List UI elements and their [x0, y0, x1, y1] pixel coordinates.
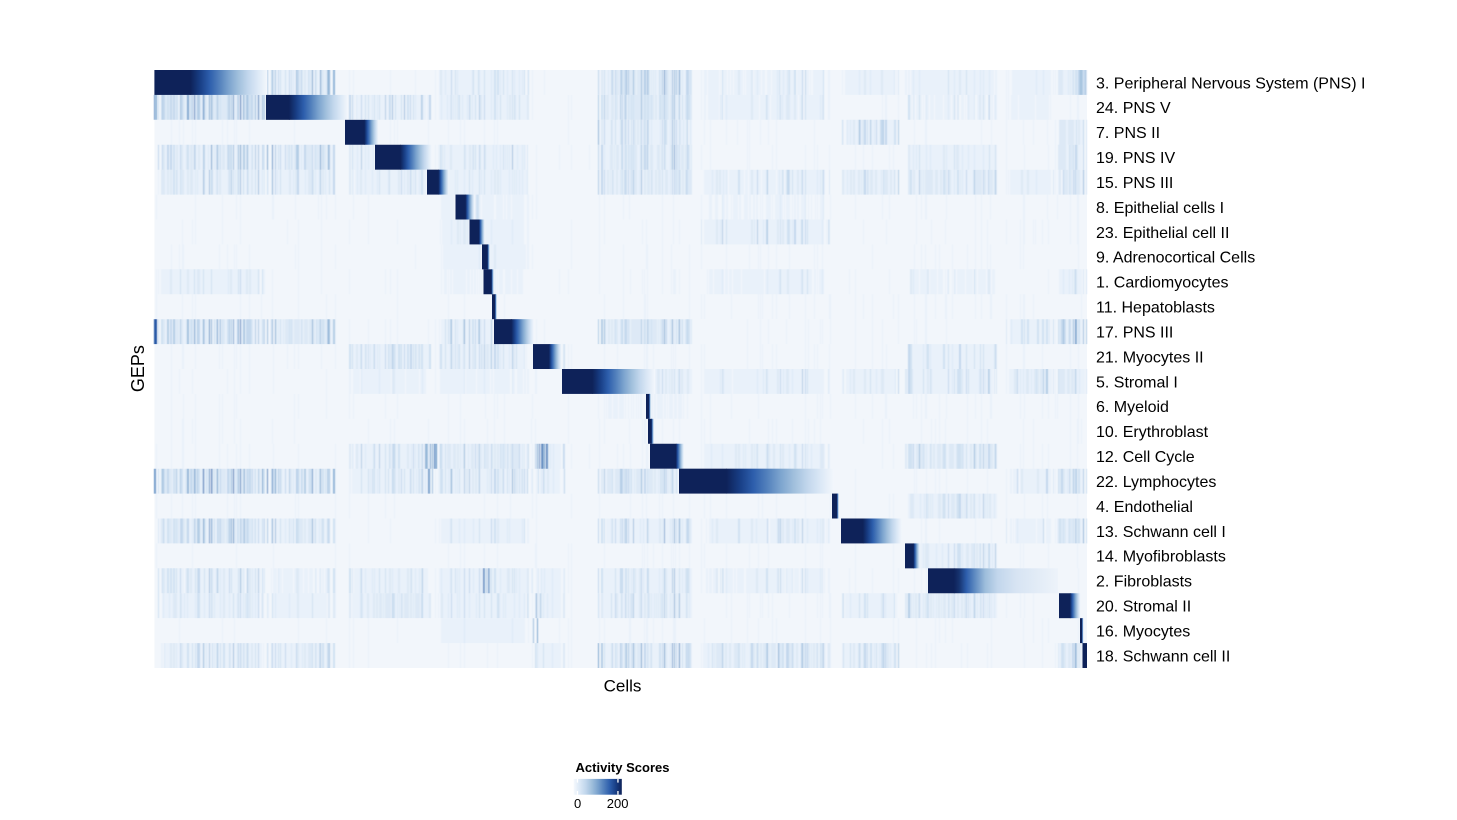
svg-text:16. Myocytes: 16. Myocytes [1096, 623, 1190, 640]
svg-text:5. Stromal I: 5. Stromal I [1096, 374, 1178, 391]
svg-text:11. Hepatoblasts: 11. Hepatoblasts [1096, 300, 1215, 317]
svg-text:7. PNS II: 7. PNS II [1096, 125, 1160, 142]
svg-text:17. PNS III: 17. PNS III [1096, 324, 1173, 341]
svg-text:15. PNS III: 15. PNS III [1096, 175, 1173, 192]
svg-text:1. Cardiomyocytes: 1. Cardiomyocytes [1096, 275, 1229, 292]
svg-text:9. Adrenocortical Cells: 9. Adrenocortical Cells [1096, 250, 1255, 267]
svg-text:3. Peripheral Nervous System (: 3. Peripheral Nervous System (PNS) I [1096, 75, 1365, 92]
svg-text:4. Endothelial: 4. Endothelial [1096, 499, 1193, 516]
svg-text:0: 0 [574, 796, 581, 811]
svg-text:13. Schwann cell I: 13. Schwann cell I [1096, 524, 1226, 541]
svg-text:Cells: Cells [604, 677, 642, 696]
svg-text:6. Myeloid: 6. Myeloid [1096, 399, 1169, 416]
svg-text:22. Lymphocytes: 22. Lymphocytes [1096, 474, 1216, 491]
svg-text:200: 200 [607, 796, 629, 811]
svg-text:23. Epithelial cell II: 23. Epithelial cell II [1096, 225, 1229, 242]
svg-text:12. Cell Cycle: 12. Cell Cycle [1096, 449, 1195, 466]
svg-text:2. Fibroblasts: 2. Fibroblasts [1096, 574, 1192, 591]
svg-text:14. Myofibroblasts: 14. Myofibroblasts [1096, 549, 1226, 566]
svg-text:19. PNS IV: 19. PNS IV [1096, 150, 1175, 167]
svg-text:18. Schwann cell II: 18. Schwann cell II [1096, 648, 1230, 665]
svg-text:Activity Scores: Activity Scores [576, 760, 670, 775]
svg-text:8. Epithelial cells I: 8. Epithelial cells I [1096, 200, 1224, 217]
svg-text:20. Stromal II: 20. Stromal II [1096, 599, 1191, 616]
svg-text:10. Erythroblast: 10. Erythroblast [1096, 424, 1209, 441]
svg-text:GEPs: GEPs [128, 345, 148, 392]
svg-text:24. PNS V: 24. PNS V [1096, 100, 1171, 117]
svg-text:21. Myocytes II: 21. Myocytes II [1096, 349, 1204, 366]
